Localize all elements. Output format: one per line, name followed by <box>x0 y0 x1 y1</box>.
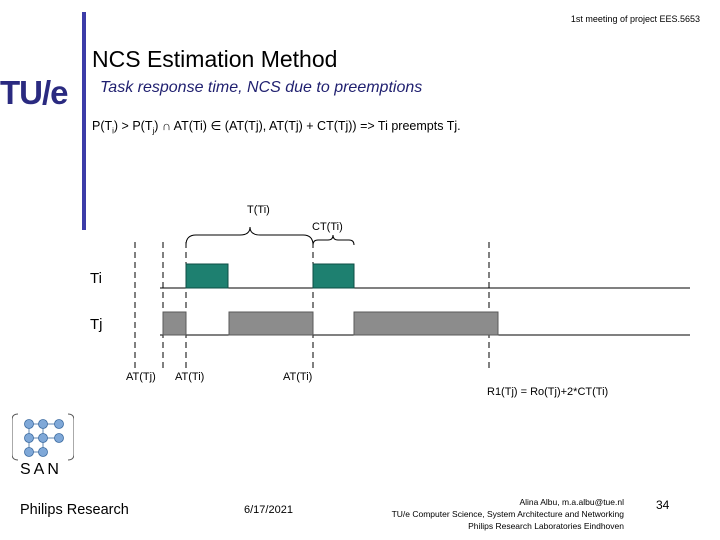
condition-part-2: ) > P(T <box>113 119 153 133</box>
footer-date: 6/17/2021 <box>244 504 293 516</box>
slide-title: NCS Estimation Method <box>92 46 338 72</box>
san-logo-text: SAN <box>20 461 62 478</box>
san-logo <box>12 413 74 461</box>
san-node-icon <box>38 419 48 429</box>
ti-block-2 <box>312 263 355 289</box>
row-label-ti: Ti <box>90 270 102 287</box>
san-node-icon <box>24 419 34 429</box>
meeting-header: 1st meeting of project EES.5653 <box>570 14 700 24</box>
footer-author-line-1: Alina Albu, m.a.albu@tue.nl <box>519 497 624 507</box>
period-brace <box>185 226 314 246</box>
san-node-icon <box>38 447 48 457</box>
preemption-condition: P(Ti) > P(Tj) ∩ AT(Ti) ∈ (AT(Tj), AT(Tj)… <box>92 118 461 136</box>
san-logo-frame <box>12 413 19 461</box>
period-label: T(Ti) <box>247 204 270 216</box>
condition-sub-j: j <box>152 126 155 136</box>
accent-bar <box>82 12 86 230</box>
tue-logo-text: TU/e <box>0 74 68 110</box>
tj-block-2 <box>228 311 314 336</box>
condition-part-3: ) ∩ AT(Ti) ∈ (AT(Tj), AT(Tj) + CT(Tj)) =… <box>154 119 461 133</box>
san-logo-frame-right <box>67 413 74 461</box>
san-node-icon <box>54 419 64 429</box>
page-number: 34 <box>656 498 670 512</box>
san-node-icon <box>24 433 34 443</box>
at-ti-label-1: AT(Ti) <box>175 371 205 383</box>
footer-organization: Philips Research <box>20 502 129 518</box>
tj-block-3 <box>353 311 499 336</box>
footer-author-line-2: TU/e Computer Science, System Architectu… <box>391 509 624 519</box>
slide-subtitle: Task response time, NCS due to preemptio… <box>100 79 423 96</box>
tue-logo: TU/e <box>0 74 69 110</box>
ct-brace <box>312 234 355 246</box>
condition-part-1: P(T <box>92 119 113 133</box>
at-ti-label-2: AT(Ti) <box>283 371 313 383</box>
at-tj-label: AT(Tj) <box>126 371 156 383</box>
condition-sub-i: i <box>112 126 114 136</box>
ti-block-1 <box>185 263 229 289</box>
row-label-tj: Tj <box>90 316 103 333</box>
san-node-icon <box>24 447 34 457</box>
tj-block-1 <box>162 311 187 336</box>
footer-author-line-3: Philips Research Laboratories Eindhoven <box>468 521 624 531</box>
response-time-formula: R1(Tj) = Ro(Tj)+2*CT(Ti) <box>487 386 609 398</box>
ct-label: CT(Ti) <box>312 221 343 233</box>
san-node-icon <box>38 433 48 443</box>
san-node-icon <box>54 433 64 443</box>
footer-author-block: Alina Albu, m.a.albu@tue.nl TU/e Compute… <box>338 496 624 532</box>
